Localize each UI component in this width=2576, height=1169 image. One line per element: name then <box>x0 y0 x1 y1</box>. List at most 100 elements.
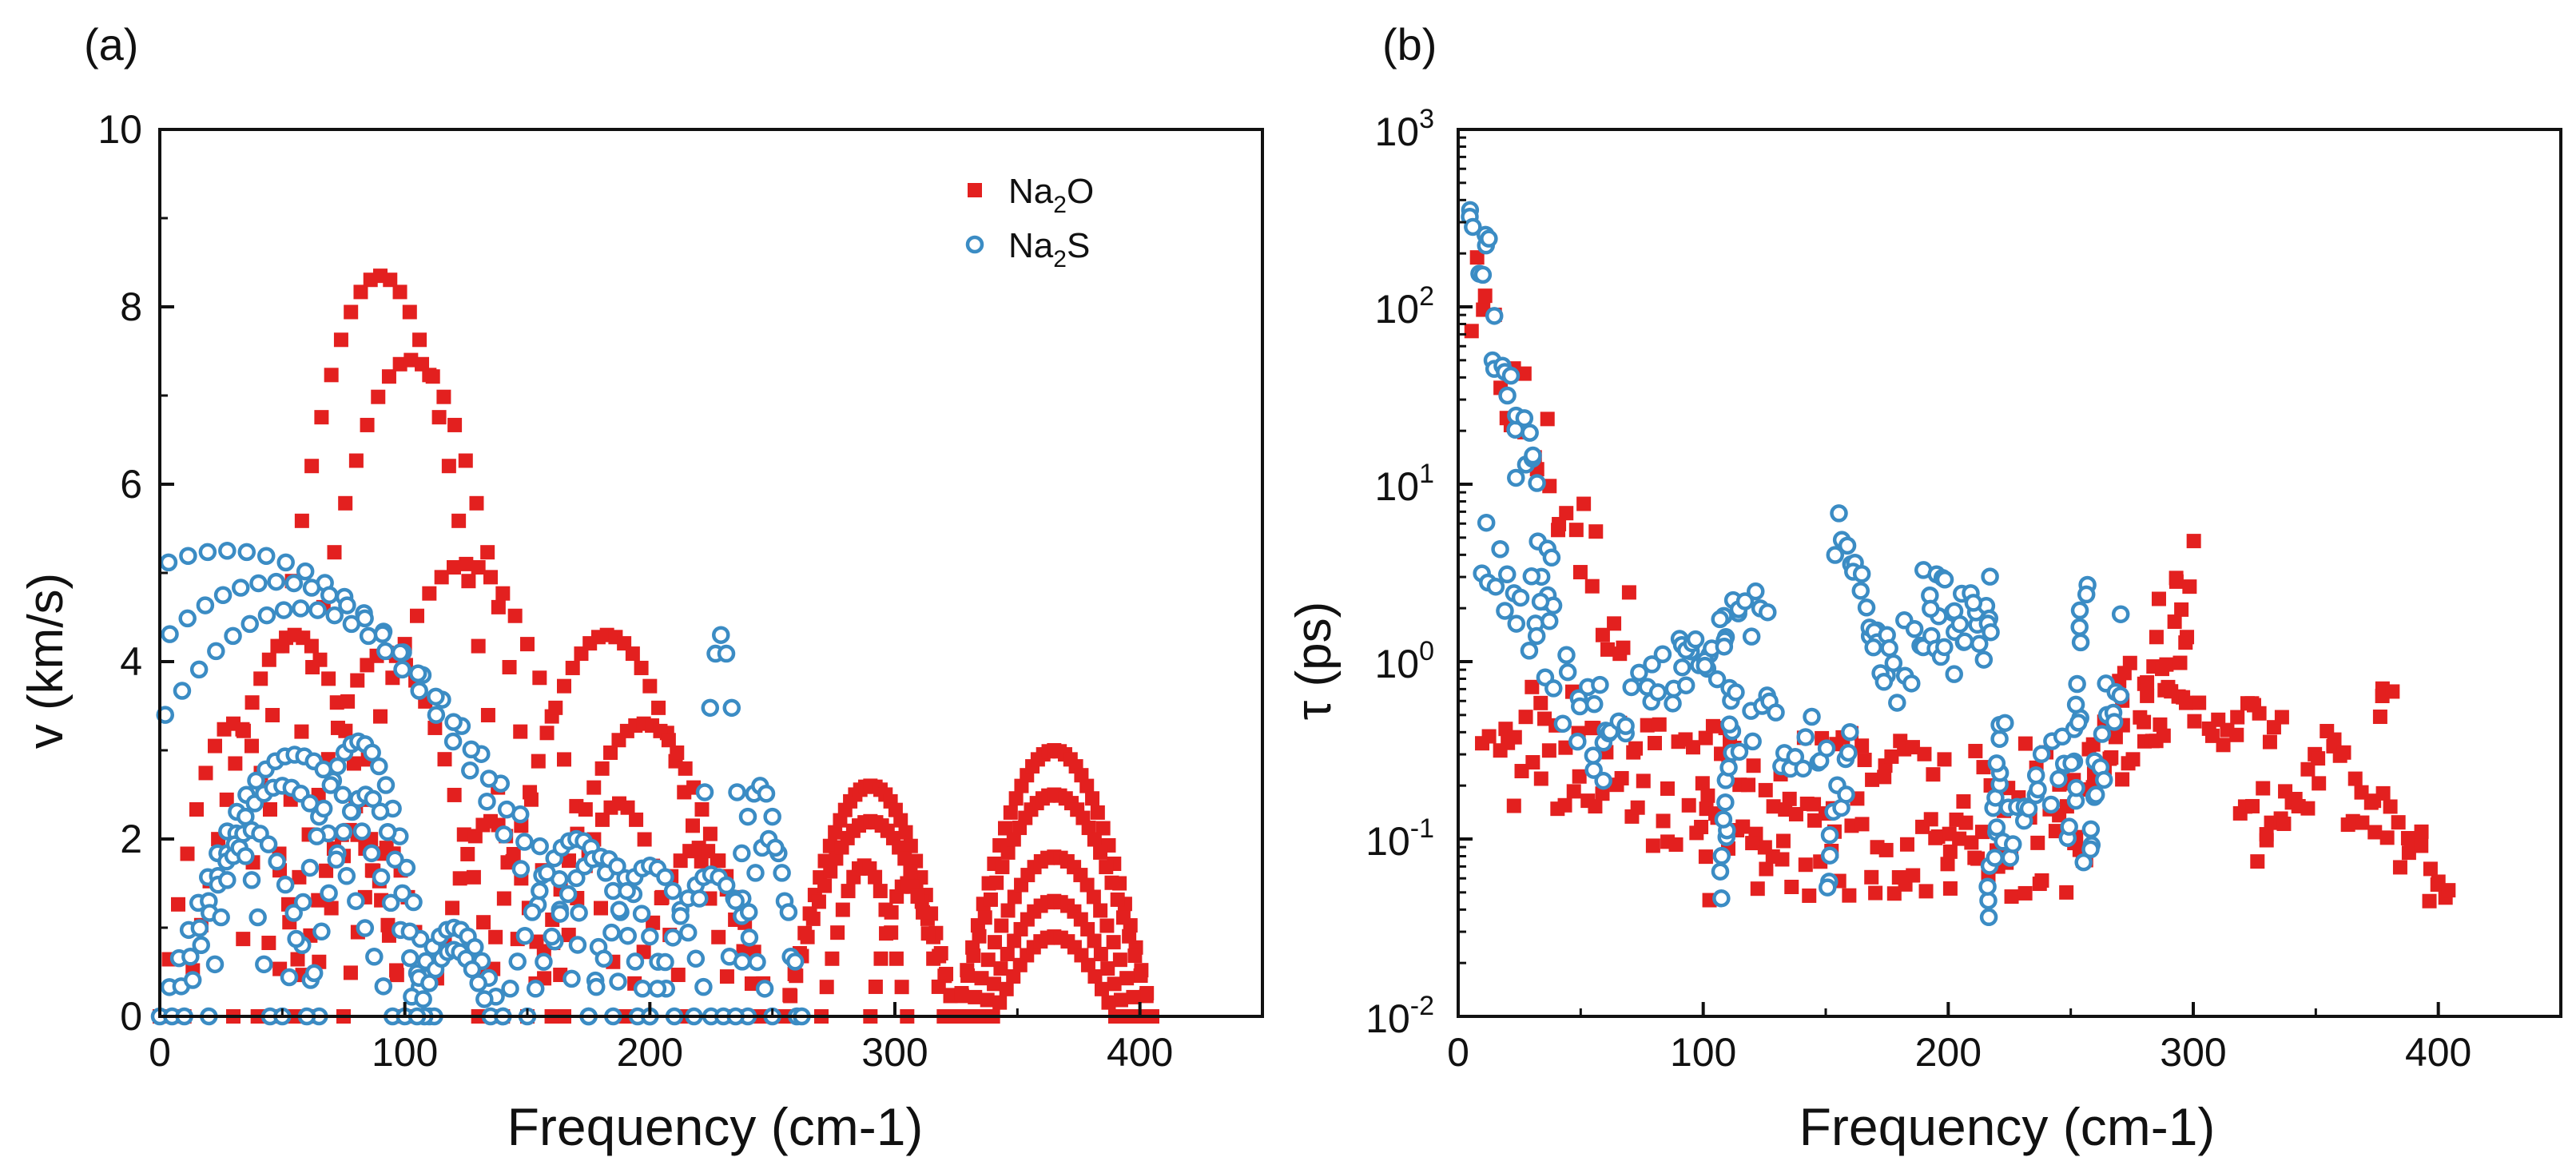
data-point <box>2274 710 2289 725</box>
panel-a-ylabel: v (km/s) <box>18 573 74 749</box>
data-point <box>337 867 356 885</box>
data-point <box>1712 846 1731 865</box>
data-point <box>634 660 649 675</box>
data-point <box>2252 706 2267 721</box>
panel-b-axes: 0 100 200 300 400 10-2 10-1 100 101 102 103 <box>1366 104 2471 1075</box>
data-point <box>1730 742 1749 761</box>
data-point <box>1501 735 1516 750</box>
data-point <box>568 936 587 954</box>
data-point <box>400 922 419 941</box>
data-point <box>1630 663 1648 682</box>
data-point <box>710 853 725 869</box>
data-point <box>748 952 766 972</box>
data-point <box>1521 423 1539 442</box>
data-point <box>983 892 998 907</box>
data-point <box>722 698 741 718</box>
data-point <box>1614 770 1629 785</box>
data-point <box>2156 728 2171 743</box>
data-point <box>1681 797 1696 813</box>
data-point <box>830 925 845 940</box>
data-point <box>1133 968 1148 984</box>
data-point <box>207 642 225 661</box>
data-point <box>1480 229 1498 248</box>
data-point <box>1841 722 1859 742</box>
data-point <box>1000 903 1016 918</box>
data-point <box>1541 743 1556 758</box>
data-point <box>2140 675 2155 690</box>
data-point <box>268 852 286 871</box>
data-point <box>2300 761 2316 777</box>
data-point <box>2077 585 2096 604</box>
data-point <box>1588 799 1603 814</box>
data-point <box>648 980 667 998</box>
data-point <box>892 840 907 855</box>
data-point <box>196 596 215 614</box>
data-point <box>427 720 443 735</box>
data-point <box>2423 861 2438 877</box>
data-point <box>1986 849 2004 867</box>
data-point <box>937 968 952 984</box>
data-point <box>180 846 195 861</box>
data-point <box>284 904 303 922</box>
data-point <box>1868 885 1883 901</box>
data-point <box>1491 540 1509 559</box>
data-point <box>2441 883 2456 898</box>
data-point <box>2355 815 2370 830</box>
data-point <box>2137 714 2152 730</box>
data-point <box>2375 785 2391 801</box>
data-point <box>740 928 759 947</box>
data-point <box>452 871 467 886</box>
data-point <box>663 928 682 947</box>
x-tick-label: 100 <box>372 1030 438 1075</box>
data-point <box>543 927 561 946</box>
data-point <box>1741 777 1756 793</box>
data-point <box>1942 844 1958 859</box>
data-point <box>805 911 821 926</box>
data-point <box>1940 857 1955 872</box>
data-point <box>261 652 276 667</box>
data-point <box>247 771 265 790</box>
data-point <box>328 757 347 776</box>
data-point <box>290 952 305 967</box>
data-point <box>873 884 888 899</box>
data-point <box>410 682 428 700</box>
panel-a-markers <box>150 268 1159 1026</box>
data-point <box>1496 602 1514 620</box>
data-point <box>292 869 307 885</box>
panel-b-plot: 0 100 200 300 400 10-2 10-1 100 101 102 103 <box>1366 104 2562 1075</box>
data-point <box>1566 784 1581 799</box>
data-point <box>1127 948 1143 964</box>
data-point <box>1905 740 1920 755</box>
data-point <box>594 812 610 827</box>
data-point <box>466 937 484 956</box>
data-point <box>324 901 339 916</box>
data-point <box>192 936 210 955</box>
data-point <box>711 929 726 944</box>
legend-marker-na2o <box>968 183 982 197</box>
data-point <box>2071 633 2090 652</box>
data-point <box>1572 565 1588 580</box>
data-point <box>350 673 365 688</box>
data-point <box>1514 764 1529 779</box>
data-point <box>626 952 645 971</box>
data-point <box>1621 585 1636 600</box>
data-point <box>412 332 427 348</box>
legend-label: Na2S <box>1008 226 1090 272</box>
data-point <box>244 738 259 753</box>
data-point <box>733 952 752 971</box>
panel-a-xlabel: Frequency (cm-1) <box>507 1097 924 1156</box>
data-point <box>1522 567 1541 586</box>
data-point <box>360 417 375 432</box>
data-point <box>372 868 391 887</box>
data-point <box>459 556 474 571</box>
data-point <box>897 851 912 866</box>
data-point <box>531 837 549 856</box>
data-point <box>410 608 424 623</box>
data-point <box>427 687 445 706</box>
data-point <box>1007 933 1022 948</box>
data-point <box>302 579 321 597</box>
data-point <box>931 979 946 994</box>
data-point <box>2385 684 2400 699</box>
data-point <box>663 881 682 901</box>
data-point <box>1694 819 1709 834</box>
